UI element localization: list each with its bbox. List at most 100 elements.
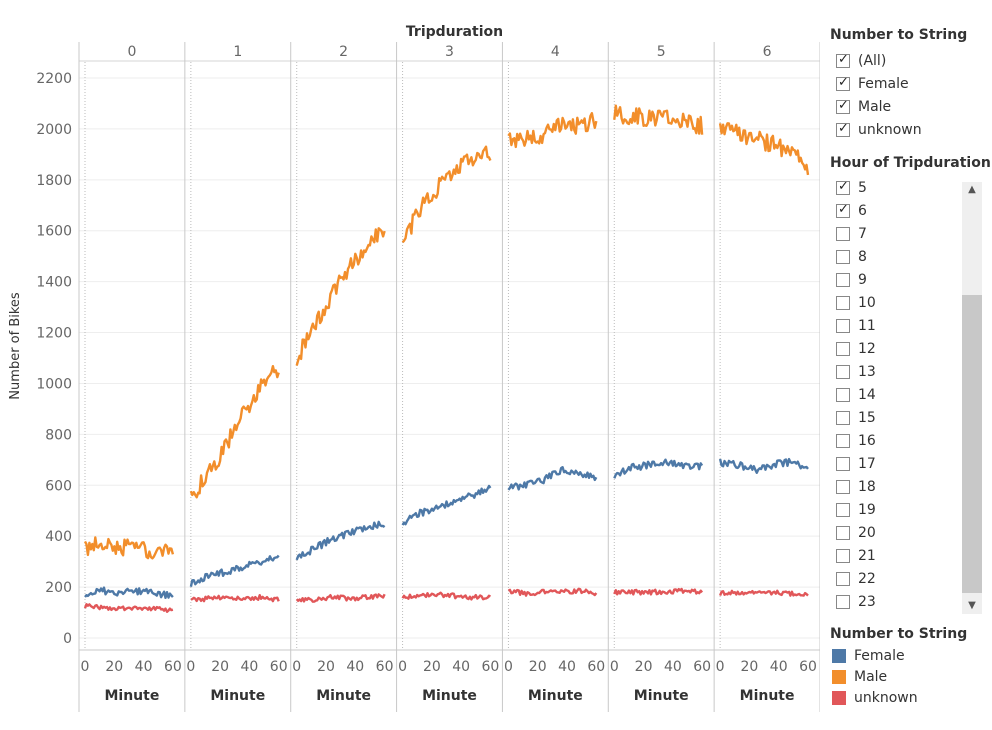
hour-filter-option[interactable]: 12 (836, 338, 876, 360)
hour-filter-option[interactable]: 14 (836, 384, 876, 406)
checkbox[interactable] (836, 179, 850, 195)
y-tick-label: 200 (45, 580, 72, 596)
checkbox[interactable] (836, 434, 850, 448)
x-tick-label: 0 (398, 659, 407, 675)
x-tick-label: 20 (105, 659, 123, 675)
series-line-male (295, 227, 386, 366)
series-line-unknown (507, 587, 598, 597)
hour-filter-option[interactable]: 23 (836, 591, 876, 613)
hour-filter-option-label: 21 (858, 548, 876, 564)
hour-filter-option[interactable]: 11 (836, 315, 876, 337)
gender-filter-option[interactable]: unknown (836, 119, 922, 141)
checkbox[interactable] (836, 388, 850, 402)
legend-swatch (832, 649, 846, 663)
y-tick-label: 2000 (36, 122, 72, 138)
hour-filter-option[interactable]: 5 (836, 177, 867, 199)
hour-filter-option-label: 18 (858, 479, 876, 495)
x-axis-title: Minute (104, 688, 159, 704)
chevron-down-icon[interactable]: ▼ (968, 600, 976, 611)
panel-label: 6 (763, 44, 772, 60)
checkbox[interactable] (836, 526, 850, 540)
x-tick-label: 40 (770, 659, 788, 675)
legend-item: unknown (832, 688, 918, 708)
hour-filter-option[interactable]: 13 (836, 361, 876, 383)
hour-filter-option[interactable]: 15 (836, 407, 876, 429)
checkbox[interactable] (836, 457, 850, 471)
hour-filter-option[interactable]: 22 (836, 568, 876, 590)
checkbox[interactable] (836, 572, 850, 586)
checkbox[interactable] (836, 411, 850, 425)
x-tick-label: 40 (452, 659, 470, 675)
checkbox[interactable] (836, 342, 850, 356)
y-tick-label: 1600 (36, 224, 72, 240)
checkbox[interactable] (836, 121, 850, 137)
x-axis-title: Minute (528, 688, 583, 704)
hour-filter-option-label: 10 (858, 295, 876, 311)
checkbox[interactable] (836, 98, 850, 114)
hour-filter-option-label: 14 (858, 387, 876, 403)
panel-label: 1 (233, 44, 242, 60)
hour-filter-option[interactable]: 17 (836, 453, 876, 475)
hour-filter-option[interactable]: 10 (836, 292, 876, 314)
y-tick-label: 1400 (36, 275, 72, 291)
hour-filter-option-label: 9 (858, 272, 867, 288)
hour-filter-option[interactable]: 18 (836, 476, 876, 498)
y-axis-title: Number of Bikes (8, 292, 23, 400)
series-line-female (84, 586, 174, 599)
hour-filter-option[interactable]: 8 (836, 246, 867, 268)
hour-filter-option[interactable]: 19 (836, 499, 876, 521)
gender-filter-option[interactable]: (All) (836, 50, 886, 72)
x-tick-label: 60 (799, 659, 817, 675)
x-axis-title: Minute (422, 688, 477, 704)
scrollbar-thumb[interactable] (962, 295, 982, 593)
gender-filter-option[interactable]: Male (836, 96, 891, 118)
hour-filter-option-label: 15 (858, 410, 876, 426)
checkbox[interactable] (836, 296, 850, 310)
hour-filter-option-label: 7 (858, 226, 867, 242)
hour-filter-option[interactable]: 9 (836, 269, 867, 291)
chevron-up-icon[interactable]: ▲ (968, 184, 976, 195)
hour-filter-scrollbar[interactable]: ▲ ▼ (962, 182, 982, 614)
hour-filter-option[interactable]: 6 (836, 200, 867, 222)
hour-filter-option-label: 13 (858, 364, 876, 380)
x-tick-label: 0 (504, 659, 513, 675)
x-tick-label: 60 (376, 659, 394, 675)
x-axis-title: Minute (210, 688, 265, 704)
checkbox[interactable] (836, 365, 850, 379)
checkbox[interactable] (836, 480, 850, 494)
checkbox[interactable] (836, 227, 850, 241)
checkbox[interactable] (836, 319, 850, 333)
x-tick-label: 20 (211, 659, 229, 675)
gender-filter-title: Number to String (830, 27, 968, 43)
legend-label: Male (854, 669, 888, 685)
panel-label: 2 (339, 44, 348, 60)
legend-item: Male (832, 667, 887, 687)
hour-filter-option[interactable]: 7 (836, 223, 867, 245)
checkbox[interactable] (836, 503, 850, 517)
x-tick-label: 40 (558, 659, 576, 675)
x-tick-label: 40 (135, 659, 153, 675)
x-tick-label: 60 (164, 659, 182, 675)
x-tick-label: 20 (741, 659, 759, 675)
checkbox[interactable] (836, 250, 850, 264)
hour-filter-title: Hour of Tripduration (830, 155, 991, 171)
x-tick-label: 40 (241, 659, 259, 675)
checkbox[interactable] (836, 52, 850, 68)
checkbox[interactable] (836, 75, 850, 91)
checkbox[interactable] (836, 202, 850, 218)
legend-label: Female (854, 648, 905, 664)
checkbox[interactable] (836, 273, 850, 287)
hour-filter-option[interactable]: 16 (836, 430, 876, 452)
hour-filter-option[interactable]: 21 (836, 545, 876, 567)
x-tick-label: 20 (529, 659, 547, 675)
hour-filter-option[interactable]: 20 (836, 522, 876, 544)
series-line-male (507, 112, 598, 149)
series-line-unknown (718, 589, 809, 597)
series-line-male (613, 104, 704, 135)
gender-filter-option[interactable]: Female (836, 73, 909, 95)
checkbox[interactable] (836, 549, 850, 563)
checkbox[interactable] (836, 595, 850, 609)
legend-swatch (832, 670, 846, 684)
hour-filter-option-label: 20 (858, 525, 876, 541)
x-tick-label: 0 (81, 659, 90, 675)
